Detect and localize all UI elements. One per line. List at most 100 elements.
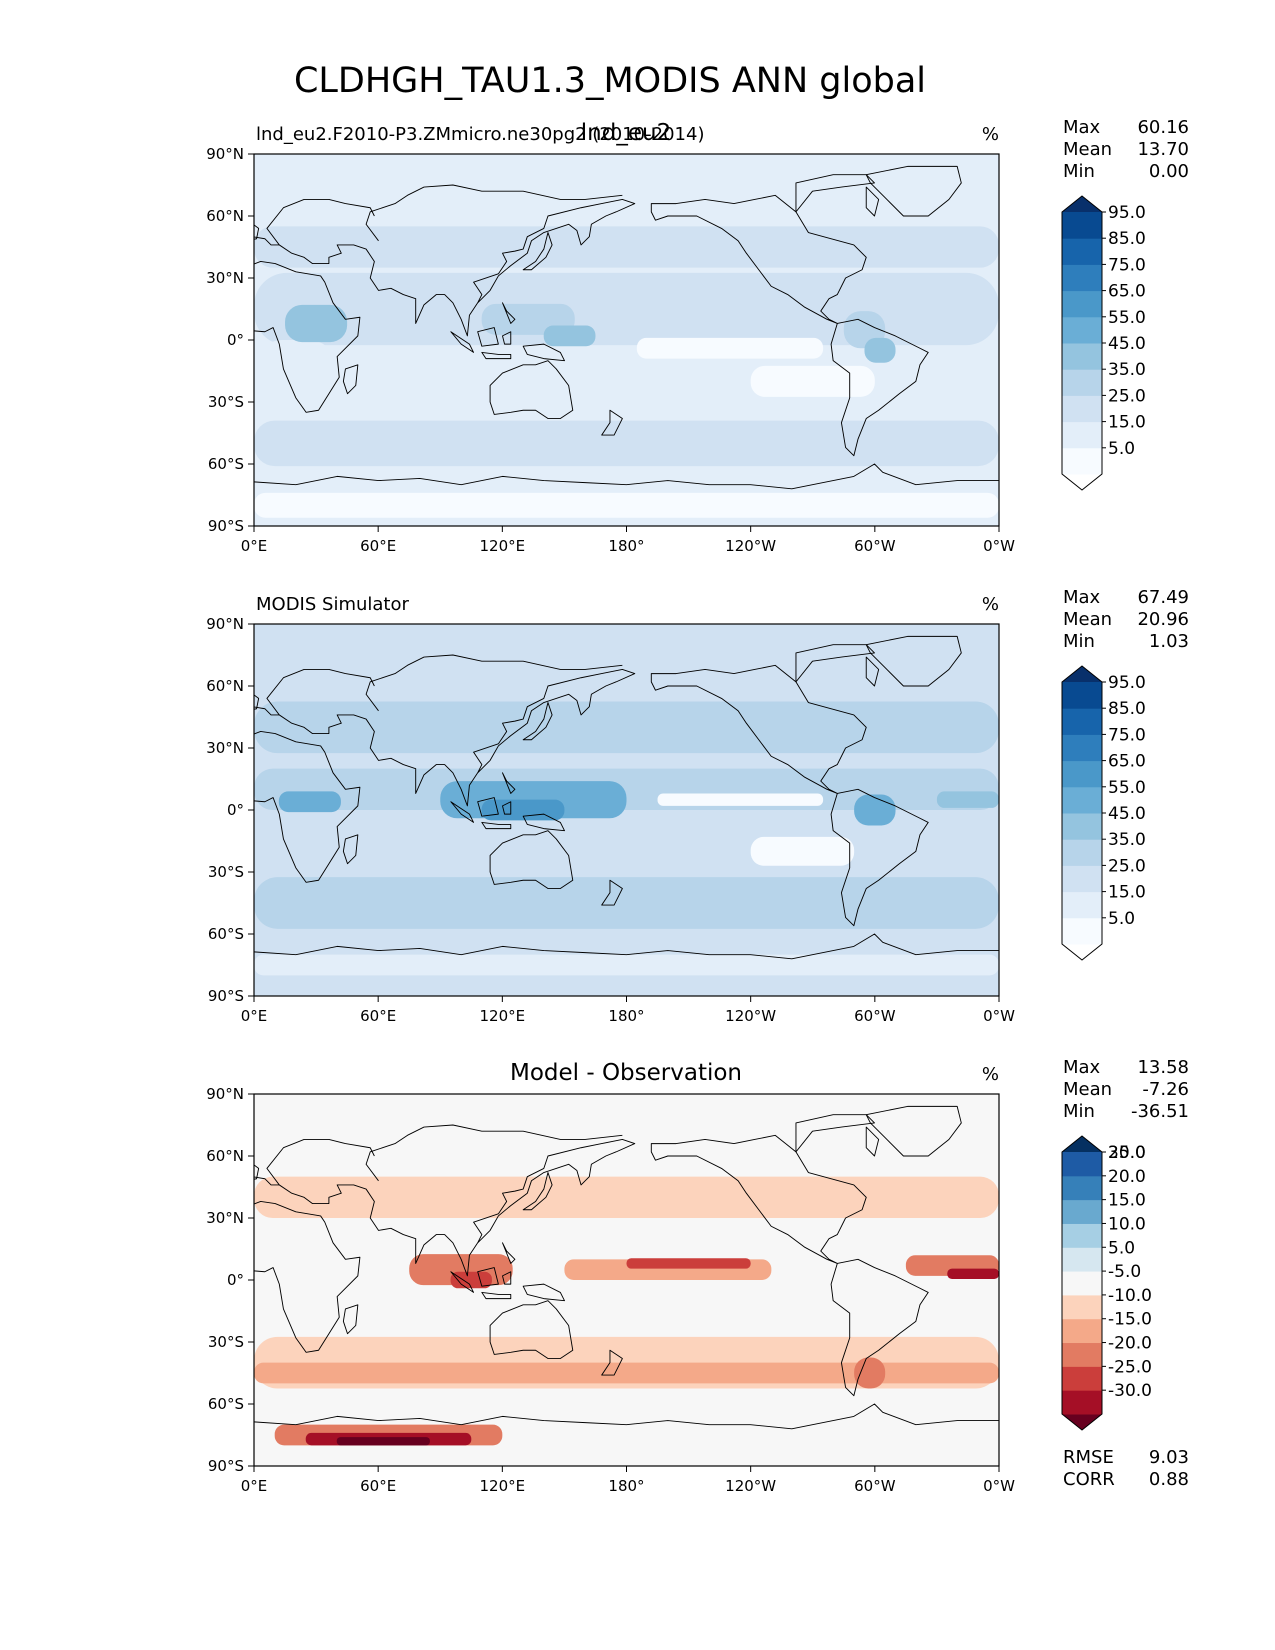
colorbar-cell (1062, 708, 1102, 735)
stat-value: 67.49 (1137, 587, 1189, 608)
colorbar-extend-max (1062, 196, 1102, 212)
panel-left-title: MODIS Simulator (256, 594, 409, 615)
lon-tick-label: 180° (608, 1477, 644, 1495)
lat-tick-label: 90°S (208, 517, 244, 535)
colorbar-tick-label: 55.0 (1108, 778, 1146, 798)
colorbar-tick-label: 25.0 (1108, 856, 1146, 876)
colorbar-tick-label: -25.0 (1108, 1357, 1152, 1377)
colorbar-cell (1062, 839, 1102, 866)
panel-units: % (982, 594, 999, 615)
lon-tick-label: 120°W (725, 537, 776, 555)
colorbar-cell (1062, 1175, 1102, 1201)
colorbar-tick-label: 20.0 (1108, 1167, 1146, 1187)
lat-tick-label: 60°S (208, 455, 244, 473)
colorbar-outline (1061, 195, 1103, 491)
field-contour-region (278, 791, 341, 813)
colorbar-cell (1062, 238, 1102, 265)
lat-tick-label: 60°S (208, 1395, 244, 1413)
field-contour-region (657, 793, 824, 806)
lat-tick-label: 0° (227, 331, 244, 349)
panel-center-title: Model - Observation (510, 1060, 742, 1086)
lon-tick-label: 180° (608, 537, 644, 555)
lon-tick-label: 0°E (241, 537, 268, 555)
colorbar-extend-min (1062, 944, 1102, 960)
stat-value: 1.03 (1149, 631, 1189, 652)
lon-tick-label: 60°W (854, 1477, 896, 1495)
lon-tick-label: 60°E (360, 1477, 396, 1495)
stat-label: Max (1063, 1057, 1101, 1078)
colorbar-tick-label: 15.0 (1108, 883, 1146, 903)
panel-observation: MODIS Simulator % 90°N 60°N 30°N 0° 30°S 60°S… (206, 587, 1189, 1025)
lat-tick-label: 60°N (206, 677, 244, 695)
colorbar-tick-label: 55.0 (1108, 308, 1146, 328)
lon-tick-label: 180° (608, 1007, 644, 1025)
colorbar-extend-max (1062, 1136, 1102, 1152)
stat-label: Max (1063, 117, 1101, 138)
lat-tick-label: 90°N (206, 1085, 244, 1103)
field-contour-region (936, 791, 999, 808)
colorbar-cell (1062, 447, 1102, 475)
colorbar-tick-label: -15.0 (1108, 1310, 1152, 1330)
stat-label: Min (1063, 631, 1095, 652)
lat-tick-label: 60°N (206, 1147, 244, 1165)
colorbar-cell (1062, 316, 1102, 344)
colorbar-tick-label: 45.0 (1108, 804, 1146, 824)
stat-value: -7.26 (1142, 1079, 1189, 1100)
colorbar-tick-label: 65.0 (1108, 752, 1146, 772)
stat-label: Mean (1063, 139, 1112, 160)
lat-tick-label: 90°N (206, 145, 244, 163)
lon-tick-label: 0°E (241, 1007, 268, 1025)
stat-label: Min (1063, 161, 1095, 182)
colorbar-tick-label: 35.0 (1108, 830, 1146, 850)
colorbar-cell (1062, 682, 1102, 709)
colorbar-extend-min (1062, 474, 1102, 490)
field-contour-region (254, 340, 337, 402)
field-contour-region (864, 337, 896, 363)
colorbar-cell (1062, 1318, 1102, 1344)
panel-units: % (982, 124, 999, 145)
colorbar-tick-label: 45.0 (1108, 334, 1146, 354)
colorbar-tick-label: 30.0 (1108, 1143, 1146, 1163)
lat-tick-label: 0° (227, 801, 244, 819)
lat-tick-label: 30°S (208, 863, 244, 881)
stat-label: Max (1063, 587, 1101, 608)
stat-value: -36.51 (1131, 1101, 1189, 1122)
panel-difference: Model - Observation % 90°N 60°N 30°N 0° 30°S… (206, 1057, 1189, 1495)
colorbar-cell (1062, 865, 1102, 893)
colorbar-tick-label: 75.0 (1108, 725, 1146, 745)
colorbar-cell (1062, 1247, 1102, 1272)
lon-tick-label: 0°W (983, 1007, 1015, 1025)
colorbar-tick-label: 85.0 (1108, 699, 1146, 719)
colorbar-tick-label: 5.0 (1108, 909, 1135, 929)
stat-label: Mean (1063, 609, 1112, 630)
lat-tick-label: 90°S (208, 987, 244, 1005)
field-contour-region (626, 1258, 751, 1269)
colorbar-cell (1062, 1223, 1102, 1248)
colorbar-tick-label: 5.0 (1108, 439, 1135, 459)
lon-tick-label: 0°E (241, 1477, 268, 1495)
colorbar-cell (1062, 212, 1102, 239)
colorbar-cell (1062, 343, 1102, 370)
field-contour-region (254, 954, 999, 976)
lat-tick-label: 60°S (208, 925, 244, 943)
lat-tick-label: 30°N (206, 1209, 244, 1227)
lat-tick-label: 90°S (208, 1457, 244, 1475)
panel-model: lnd_eu2.F2010-P3.ZMmicro.ne30pg2 (2010-2… (206, 117, 1189, 555)
lat-tick-label: 30°N (206, 269, 244, 287)
lon-tick-label: 120°W (725, 1477, 776, 1495)
lon-tick-label: 120°E (480, 537, 526, 555)
colorbar-tick-label: 10.0 (1108, 1214, 1146, 1234)
colorbar-cell (1062, 264, 1102, 292)
colorbar-tick-label: -5.0 (1108, 1262, 1141, 1282)
colorbar-cell (1062, 1199, 1102, 1224)
colorbar-cell (1062, 813, 1102, 840)
stat-value: 9.03 (1149, 1447, 1189, 1468)
colorbar-outline (1061, 1135, 1103, 1431)
colorbar-tick-label: 15.0 (1108, 413, 1146, 433)
field-contour-region (254, 420, 999, 467)
field-contour-region (854, 1357, 886, 1389)
colorbar-cell (1062, 1152, 1102, 1177)
field-contour-region (336, 1437, 430, 1446)
lon-tick-label: 60°E (360, 1007, 396, 1025)
field-contour-region (854, 794, 896, 826)
